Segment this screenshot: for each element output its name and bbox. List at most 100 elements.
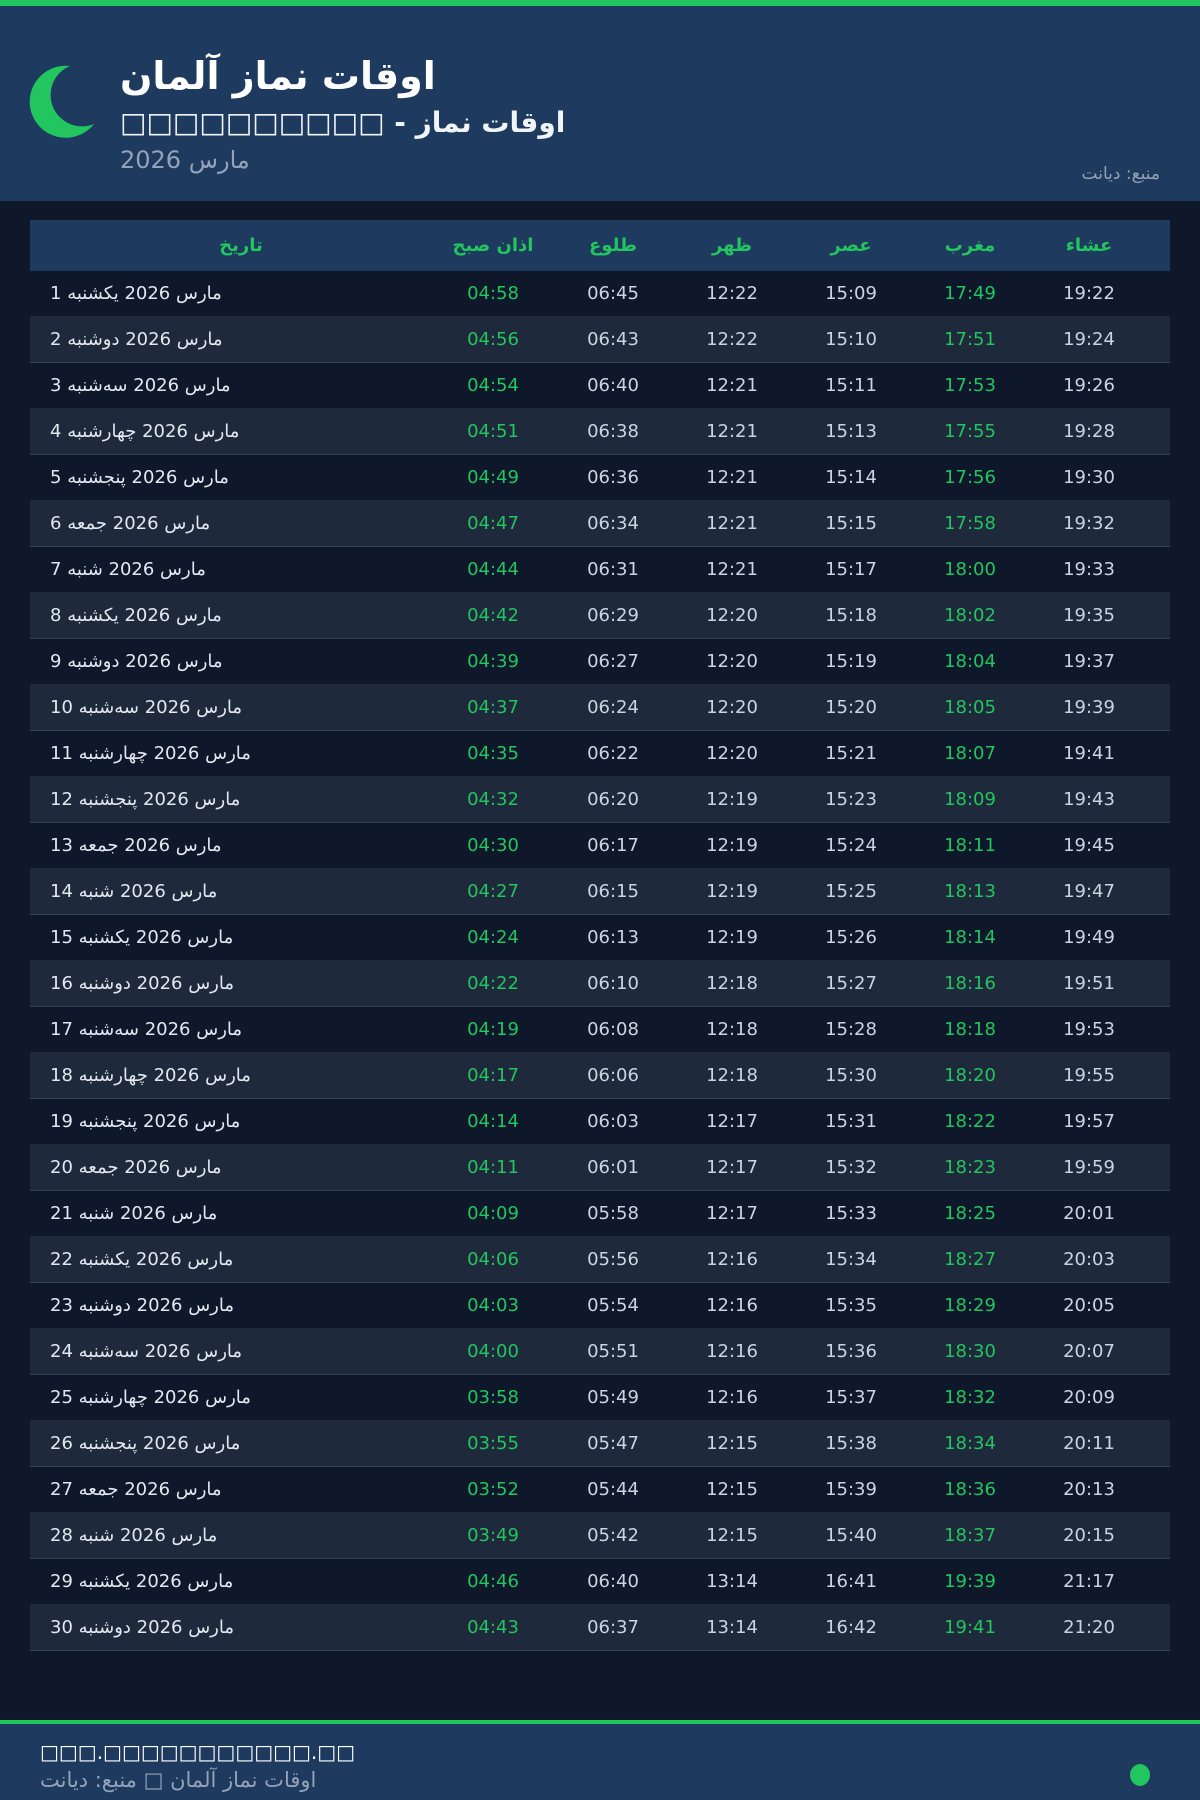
cell-isha: 19:51 <box>1063 973 1115 994</box>
cell-maghrib: 18:36 <box>944 1479 996 1500</box>
cell-date: 27 مارس 2026 جمعه <box>50 1479 222 1500</box>
cell-maghrib: 18:09 <box>944 789 996 810</box>
cell-date: 13 مارس 2026 جمعه <box>50 835 222 856</box>
cell-fajr: 04:06 <box>467 1249 519 1270</box>
cell-maghrib: 18:32 <box>944 1387 996 1408</box>
cell-fajr: 03:52 <box>467 1479 519 1500</box>
cell-dhuhr: 13:14 <box>706 1571 758 1592</box>
page-title: اوقات نماز آلمان <box>120 54 436 98</box>
cell-sunrise: 06:03 <box>587 1111 639 1132</box>
cell-dhuhr: 12:15 <box>706 1433 758 1454</box>
cell-date: 7 مارس 2026 شنبه <box>50 559 206 580</box>
cell-date: 1 مارس 2026 یکشنبه <box>50 283 222 304</box>
cell-maghrib: 17:58 <box>944 513 996 534</box>
page-subtitle: □□□□□□□□□□ - اوقات نماز <box>120 106 566 139</box>
cell-maghrib: 18:23 <box>944 1157 996 1178</box>
cell-dhuhr: 12:19 <box>706 835 758 856</box>
cell-fajr: 04:03 <box>467 1295 519 1316</box>
cell-date: 9 مارس 2026 دوشنبه <box>50 651 223 672</box>
cell-sunrise: 05:51 <box>587 1341 639 1362</box>
table-row: 16 مارس 2026 دوشنبه 04:22 06:10 12:18 15:27 1… <box>30 961 1170 1007</box>
cell-asr: 15:35 <box>825 1295 877 1316</box>
cell-isha: 20:13 <box>1063 1479 1115 1500</box>
cell-asr: 15:27 <box>825 973 877 994</box>
prayer-times-table: تاریخ اذان صبح طلوع ظهر عصر مغرب عشاء 1 مارس 2… <box>30 220 1170 1651</box>
cell-date: 23 مارس 2026 دوشنبه <box>50 1295 234 1316</box>
footer-note: اوقات نماز آلمان □ منبع: دیانت <box>40 1768 317 1792</box>
cell-sunrise: 05:58 <box>587 1203 639 1224</box>
cell-date: 3 مارس 2026 سه‌شنبه <box>50 375 231 396</box>
table-row: 23 مارس 2026 دوشنبه 04:03 05:54 12:16 15:35 1… <box>30 1283 1170 1329</box>
cell-asr: 15:28 <box>825 1019 877 1040</box>
table-row: 30 مارس 2026 دوشنبه 04:43 06:37 13:14 16:42 1… <box>30 1605 1170 1651</box>
cell-dhuhr: 12:15 <box>706 1525 758 1546</box>
cell-maghrib: 18:14 <box>944 927 996 948</box>
cell-dhuhr: 12:18 <box>706 1065 758 1086</box>
cell-isha: 21:20 <box>1063 1617 1115 1638</box>
cell-dhuhr: 12:20 <box>706 651 758 672</box>
table-body: 1 مارس 2026 یکشنبه 04:58 06:45 12:22 15:09 17… <box>30 271 1170 1651</box>
cell-fajr: 04:37 <box>467 697 519 718</box>
table-row: 13 مارس 2026 جمعه 04:30 06:17 12:19 15:24 18:… <box>30 823 1170 869</box>
table-row: 8 مارس 2026 یکشنبه 04:42 06:29 12:20 15:18 18… <box>30 593 1170 639</box>
cell-maghrib: 18:00 <box>944 559 996 580</box>
cell-date: 22 مارس 2026 یکشنبه <box>50 1249 234 1270</box>
cell-asr: 15:19 <box>825 651 877 672</box>
cell-dhuhr: 12:21 <box>706 513 758 534</box>
cell-fajr: 04:51 <box>467 421 519 442</box>
cell-isha: 19:24 <box>1063 329 1115 350</box>
cell-asr: 15:33 <box>825 1203 877 1224</box>
cell-asr: 15:37 <box>825 1387 877 1408</box>
footer-site-link[interactable]: □□□.□□□□□□□□□□□.□□ <box>40 1740 356 1764</box>
cell-asr: 15:39 <box>825 1479 877 1500</box>
cell-sunrise: 06:27 <box>587 651 639 672</box>
cell-asr: 15:24 <box>825 835 877 856</box>
cell-isha: 19:55 <box>1063 1065 1115 1086</box>
cell-date: 14 مارس 2026 شنبه <box>50 881 218 902</box>
table-row: 22 مارس 2026 یکشنبه 04:06 05:56 12:16 15:34 1… <box>30 1237 1170 1283</box>
cell-asr: 15:17 <box>825 559 877 580</box>
cell-fajr: 04:47 <box>467 513 519 534</box>
cell-fajr: 04:44 <box>467 559 519 580</box>
cell-asr: 15:13 <box>825 421 877 442</box>
table-row: 24 مارس 2026 سه‌شنبه 04:00 05:51 12:16 15:36… <box>30 1329 1170 1375</box>
cell-date: 17 مارس 2026 سه‌شنبه <box>50 1019 243 1040</box>
table-row: 18 مارس 2026 چهارشنبه 04:17 06:06 12:18 15:3… <box>30 1053 1170 1099</box>
table-row: 20 مارس 2026 جمعه 04:11 06:01 12:17 15:32 18:… <box>30 1145 1170 1191</box>
cell-sunrise: 06:43 <box>587 329 639 350</box>
cell-sunrise: 06:20 <box>587 789 639 810</box>
cell-dhuhr: 12:18 <box>706 973 758 994</box>
cell-maghrib: 18:30 <box>944 1341 996 1362</box>
cell-asr: 15:26 <box>825 927 877 948</box>
cell-asr: 15:32 <box>825 1157 877 1178</box>
cell-date: 10 مارس 2026 سه‌شنبه <box>50 697 243 718</box>
cell-isha: 20:05 <box>1063 1295 1115 1316</box>
cell-asr: 15:20 <box>825 697 877 718</box>
cell-isha: 21:17 <box>1063 1571 1115 1592</box>
top-accent-bar <box>0 0 1200 6</box>
cell-asr: 15:30 <box>825 1065 877 1086</box>
month-label: مارس 2026 <box>120 146 250 174</box>
table-row: 11 مارس 2026 چهارشنبه 04:35 06:22 12:20 15:2… <box>30 731 1170 777</box>
cell-maghrib: 18:27 <box>944 1249 996 1270</box>
cell-sunrise: 06:29 <box>587 605 639 626</box>
cell-sunrise: 06:40 <box>587 375 639 396</box>
cell-sunrise: 06:06 <box>587 1065 639 1086</box>
table-row: 6 مارس 2026 جمعه 04:47 06:34 12:21 15:15 17:5… <box>30 501 1170 547</box>
table-row: 10 مارس 2026 سه‌شنبه 04:37 06:24 12:20 15:20… <box>30 685 1170 731</box>
cell-dhuhr: 12:21 <box>706 467 758 488</box>
cell-asr: 15:40 <box>825 1525 877 1546</box>
cell-date: 18 مارس 2026 چهارشنبه <box>50 1065 251 1086</box>
cell-dhuhr: 12:19 <box>706 927 758 948</box>
cell-maghrib: 18:16 <box>944 973 996 994</box>
table-row: 14 مارس 2026 شنبه 04:27 06:15 12:19 15:25 18:… <box>30 869 1170 915</box>
cell-sunrise: 05:47 <box>587 1433 639 1454</box>
cell-maghrib: 17:55 <box>944 421 996 442</box>
cell-isha: 20:15 <box>1063 1525 1115 1546</box>
cell-fajr: 03:58 <box>467 1387 519 1408</box>
cell-dhuhr: 13:14 <box>706 1617 758 1638</box>
cell-fajr: 04:17 <box>467 1065 519 1086</box>
table-row: 12 مارس 2026 پنجشنبه 04:32 06:20 12:19 15:23… <box>30 777 1170 823</box>
cell-date: 20 مارس 2026 جمعه <box>50 1157 222 1178</box>
cell-fajr: 04:43 <box>467 1617 519 1638</box>
